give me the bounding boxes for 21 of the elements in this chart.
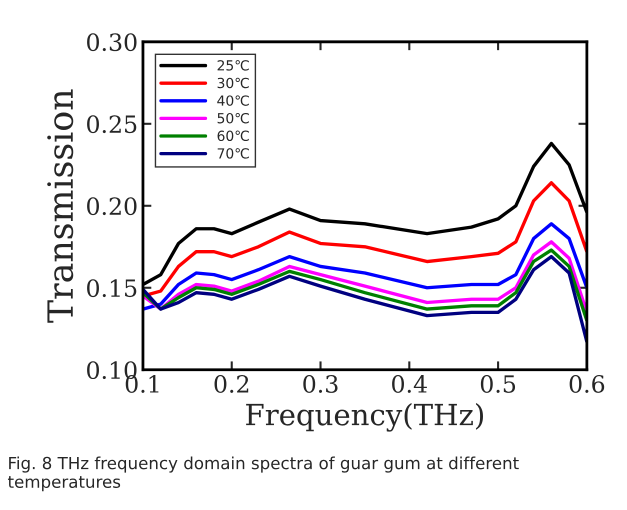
x-tick-label: 0.5 (480, 375, 516, 393)
legend-label: 50℃ (218, 112, 249, 124)
y-axis-title: Transmission (47, 89, 74, 323)
x-axis-title: Frequency(THz) (246, 403, 483, 432)
legend-label: 40℃ (217, 95, 249, 106)
x-tick-label: 0.2 (214, 375, 248, 393)
y-tick-label: 0.15 (87, 279, 136, 298)
caption: Fig. 8 THz frequency domain spectra of guar gum at different temperatures (8, 456, 519, 492)
x-tick-label: 0.4 (392, 375, 427, 393)
legend-label: 25℃ (218, 60, 249, 71)
line-series (142, 248, 587, 322)
line-series (142, 222, 587, 311)
legend-label: 60℃ (218, 130, 249, 142)
x-tick-label: 0.6 (570, 375, 604, 393)
legend-label: 70℃ (218, 148, 249, 159)
x-tick-label: 0.3 (303, 375, 338, 393)
y-tick-label: 0.25 (87, 115, 136, 134)
y-tick-label: 0.30 (87, 33, 137, 52)
legend-label: 30℃ (218, 78, 249, 88)
line-series (142, 254, 587, 344)
y-tick-label: 0.20 (87, 197, 137, 216)
